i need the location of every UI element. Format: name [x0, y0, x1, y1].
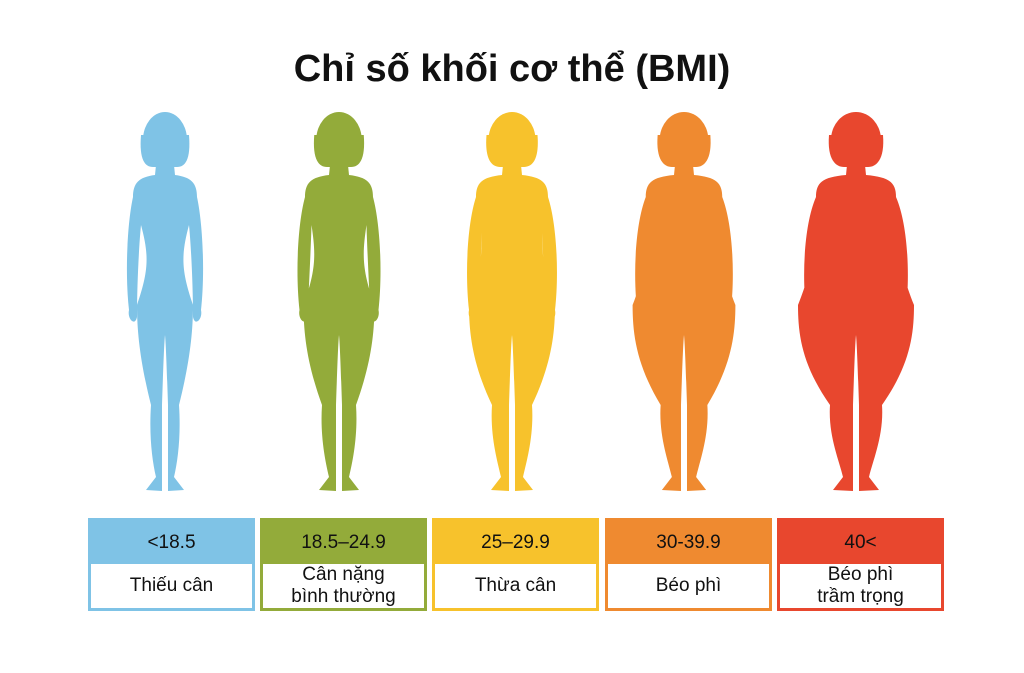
body-figures	[0, 105, 1024, 505]
body-shape	[297, 165, 381, 491]
body-shape	[467, 165, 557, 491]
underweight-silhouette-icon	[126, 112, 204, 491]
bmi-category-table: <18.5 Thiếu cân 18.5–24.9 Cân nặng bình …	[0, 518, 1024, 614]
normal-weight-silhouette-icon	[259, 105, 419, 500]
normal-weight-silhouette-icon	[297, 112, 381, 491]
category-normal: 18.5–24.9 Cân nặng bình thường	[260, 518, 427, 611]
hair-shape	[313, 135, 365, 167]
category-overweight: 25–29.9 Thừa cân	[432, 518, 599, 611]
hair-shape	[486, 135, 538, 167]
obese-silhouette-icon	[604, 105, 764, 500]
obese-silhouette-icon	[632, 112, 736, 491]
category-label: Béo phì trầm trọng	[817, 564, 904, 607]
category-label: Thiếu cân	[129, 575, 214, 596]
severely-obese-silhouette-icon	[776, 105, 936, 500]
category-range: <18.5	[91, 521, 252, 564]
category-severely-obese: 40< Béo phì trầm trọng	[777, 518, 944, 611]
severely-obese-silhouette-icon	[798, 112, 914, 491]
body-shape	[798, 165, 914, 491]
hair-shape	[828, 135, 884, 167]
underweight-silhouette-icon	[85, 105, 245, 500]
category-label: Cân nặng bình thường	[291, 564, 396, 607]
category-range: 30-39.9	[608, 521, 769, 564]
overweight-silhouette-icon	[432, 105, 592, 500]
category-obese: 30-39.9 Béo phì	[605, 518, 772, 611]
category-range: 40<	[780, 521, 941, 564]
category-underweight: <18.5 Thiếu cân	[88, 518, 255, 611]
page-title: Chỉ số khối cơ thể (BMI)	[293, 48, 731, 90]
category-range: 25–29.9	[435, 521, 596, 564]
body-shape	[126, 165, 204, 491]
category-label: Béo phì	[655, 575, 722, 596]
hair-shape	[140, 135, 190, 167]
hair-shape	[657, 135, 711, 167]
category-range: 18.5–24.9	[263, 521, 424, 564]
overweight-silhouette-icon	[467, 112, 557, 491]
category-label: Thừa cân	[474, 575, 557, 596]
body-shape	[632, 165, 736, 491]
